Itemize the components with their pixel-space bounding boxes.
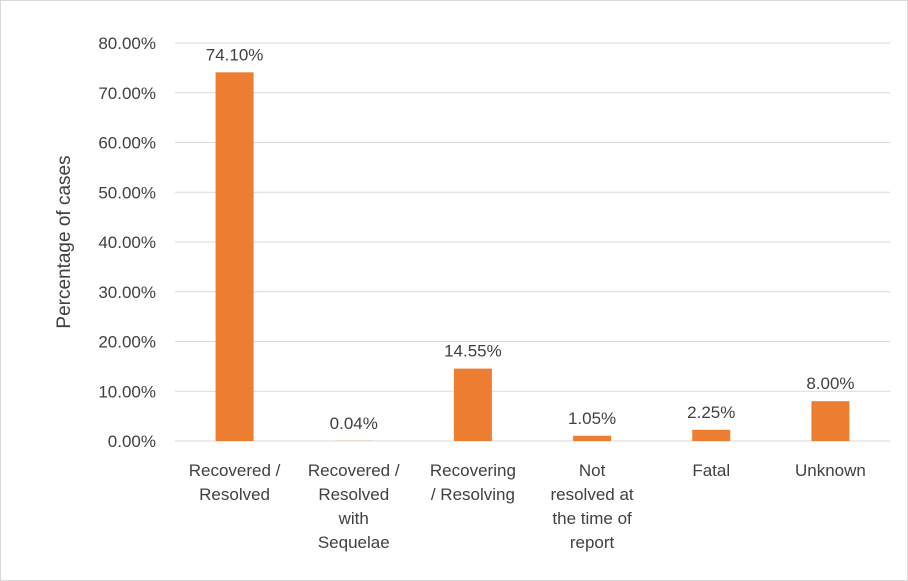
- y-axis-label: Percentage of cases: [54, 155, 75, 328]
- bar: [692, 429, 731, 441]
- y-tick-label: 0.00%: [108, 432, 156, 451]
- data-label: 74.10%: [206, 45, 264, 64]
- y-tick-label: 50.00%: [98, 183, 156, 202]
- bars: [215, 72, 850, 441]
- y-tick-labels: 0.00% 10.00% 20.00% 30.00% 40.00% 50.00% 60.00…: [98, 34, 156, 451]
- y-tick-label: 20.00%: [98, 333, 156, 352]
- data-label: 14.55%: [444, 342, 502, 361]
- category-label: Unknown: [795, 461, 866, 480]
- category-label: Fatal: [692, 461, 730, 480]
- category-label: Recovering / Resolving: [430, 461, 516, 504]
- category-label-line: Recovered /: [189, 461, 281, 480]
- bar: [453, 368, 492, 441]
- category-label-line: Resolved: [318, 485, 389, 504]
- category-label-line: Sequelae: [318, 533, 390, 552]
- bar: [811, 401, 850, 441]
- category-label: Recovered / Resolved: [189, 461, 281, 504]
- y-tick-label: 10.00%: [98, 382, 156, 401]
- category-label-line: Resolved: [199, 485, 270, 504]
- data-label: 8.00%: [806, 374, 854, 393]
- data-labels: 74.10% 0.04% 14.55% 1.05% 2.25% 8.00%: [206, 45, 855, 432]
- category-labels: Recovered / Resolved Recovered / Resolved wi…: [189, 461, 866, 552]
- y-tick-label: 70.00%: [98, 84, 156, 103]
- category-label-line: Unknown: [795, 461, 866, 480]
- category-label-line: Not: [579, 461, 606, 480]
- y-tick-label: 60.00%: [98, 134, 156, 153]
- category-label: Recovered / Resolved with Sequelae: [308, 461, 400, 552]
- category-label: Not resolved at the time of report: [550, 461, 633, 552]
- category-label-line: Fatal: [692, 461, 730, 480]
- category-label-line: report: [570, 533, 615, 552]
- category-label-line: resolved at: [550, 485, 633, 504]
- gridlines: [175, 42, 890, 442]
- y-tick-label: 40.00%: [98, 233, 156, 252]
- category-label-line: Recovering: [430, 461, 516, 480]
- bar: [573, 435, 612, 441]
- data-label: 0.04%: [330, 414, 378, 433]
- category-label-line: with: [338, 509, 369, 528]
- category-label-line: the time of: [552, 509, 632, 528]
- y-tick-label: 30.00%: [98, 283, 156, 302]
- data-label: 1.05%: [568, 409, 616, 428]
- y-tick-label: 80.00%: [98, 34, 156, 53]
- category-label-line: / Resolving: [431, 485, 515, 504]
- bar: [215, 72, 254, 441]
- category-label-line: Recovered /: [308, 461, 400, 480]
- data-label: 2.25%: [687, 403, 735, 422]
